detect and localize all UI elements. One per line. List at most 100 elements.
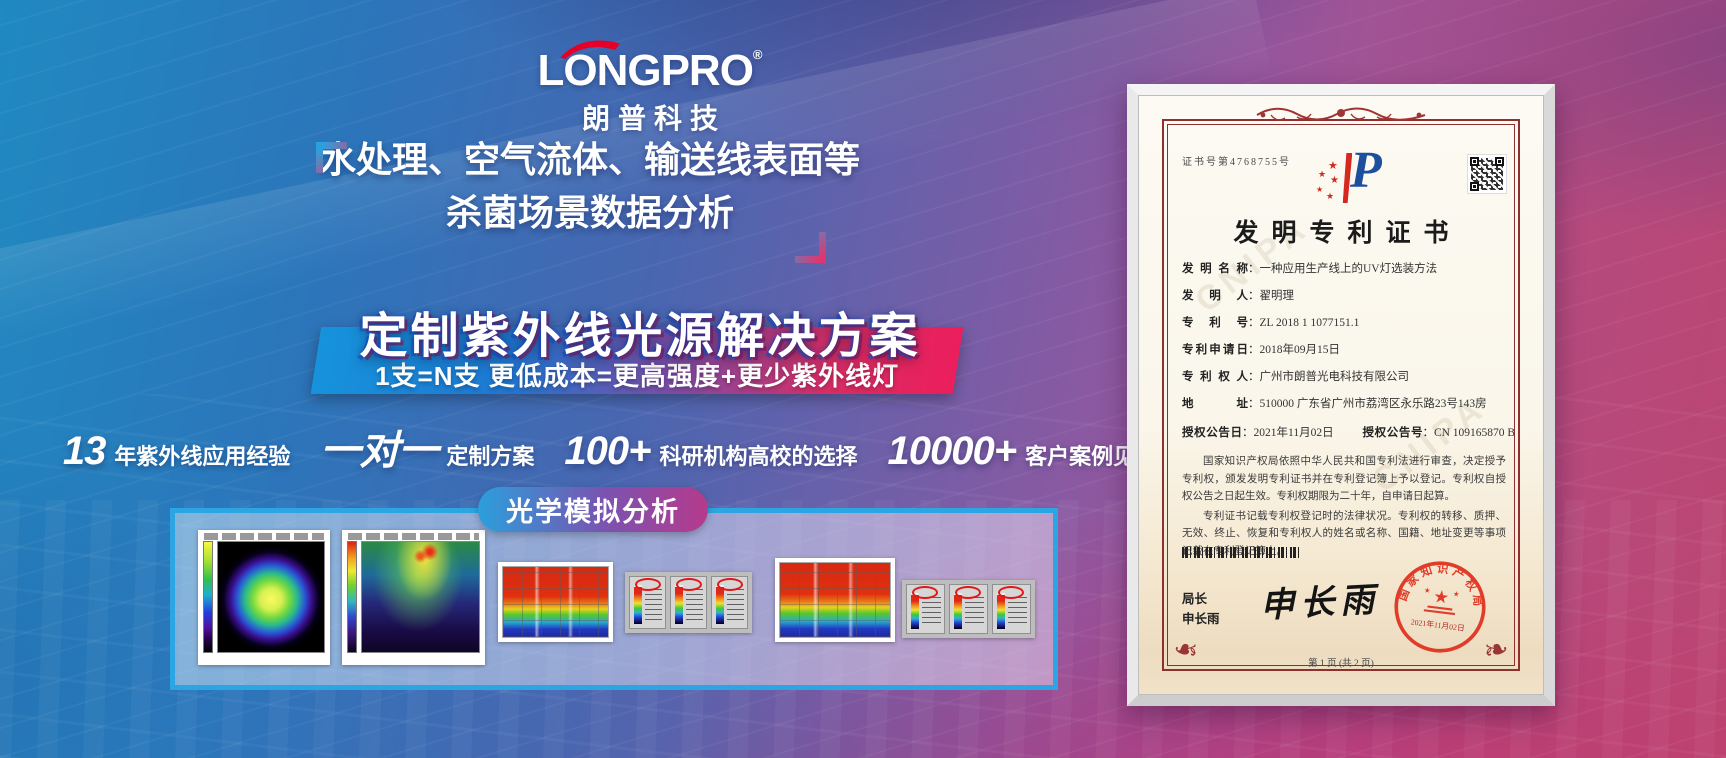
legend-colorbar	[711, 576, 748, 629]
annotation-ellipse-icon	[955, 586, 981, 599]
cert-field-row: 专利申请日：2018年09月15日	[1182, 342, 1506, 358]
registered-mark: ®	[752, 47, 763, 62]
field-separator: ：	[1248, 344, 1260, 356]
certificate-number: 证书号第4768755号	[1182, 157, 1291, 168]
director-signature: 申长雨	[1259, 579, 1382, 627]
cert-field-row: 发明人：翟明理	[1182, 288, 1506, 304]
optical-simulation-panel	[170, 508, 1058, 690]
field-label: 发明人	[1182, 290, 1248, 302]
stat-one-on-one: 一对一 定制方案	[320, 418, 534, 476]
field-value: ZL 2018 1 1077151.1	[1259, 317, 1360, 329]
star-icon: ★	[1330, 175, 1339, 186]
legend-colorbar	[906, 584, 945, 634]
stat-value: 10000+	[887, 429, 1018, 473]
heatmap-fill	[503, 567, 608, 637]
field-label: 专利权人	[1182, 371, 1248, 383]
field-separator: ：	[1248, 371, 1260, 383]
qr-code	[1468, 155, 1506, 193]
legend-colorbar	[670, 576, 707, 629]
star-icon: ★	[1328, 160, 1338, 172]
field-separator: ：	[1242, 427, 1254, 439]
cert-paragraph-1: 国家知识产权局依照中华人民共和国专利法进行审查，决定授予专利权，颁发发明专利证书…	[1182, 456, 1506, 502]
field-label: 专利申请日	[1182, 344, 1248, 356]
sim-irradiance-map-scatter	[342, 530, 485, 665]
corner-flourish-icon: ❧	[1480, 631, 1512, 669]
seal-star-icon: ★	[1432, 586, 1450, 608]
field-separator: ：	[1422, 427, 1434, 439]
heatmap-grid	[503, 567, 608, 637]
logo-swoosh-icon	[560, 40, 620, 59]
field-separator: ：	[1248, 398, 1260, 410]
stat-label: 科研机构高校的选择	[659, 444, 858, 469]
qr-finder	[1470, 182, 1479, 191]
field-value: 510000 广东省广州市荔湾区永乐路23号143房	[1259, 398, 1487, 410]
field-label: 地址	[1182, 398, 1248, 410]
certificate-title: 发明专利证书	[1233, 220, 1462, 247]
certificate-body: 发明名称：一种应用生产线上的UV灯选装方法 发明人：翟明理 专利号：ZL 201…	[1182, 261, 1515, 562]
legend-colorbar	[992, 584, 1031, 634]
qr-finder	[1495, 157, 1504, 166]
field-label: 授权公告号	[1362, 427, 1423, 439]
legend-values	[686, 589, 703, 622]
cert-field-row: 地址：510000 广东省广州市荔湾区永乐路23号143房	[1182, 396, 1506, 412]
optical-analysis-badge: 光学模拟分析	[478, 487, 708, 532]
sim-uv-dose-heatmap-1	[498, 562, 613, 642]
director-title: 局长	[1182, 592, 1208, 606]
annotation-ellipse-icon	[717, 578, 743, 591]
grant-row: 授权公告日：2021年11月02日 授权公告号：CN 109165870 B	[1182, 425, 1515, 441]
stat-value: 一对一	[320, 429, 438, 473]
heatmap-fill	[780, 563, 890, 637]
certificate-border-inner	[1167, 124, 1515, 666]
grant-date: 2021年11月02日	[1253, 427, 1334, 439]
barcode	[1182, 547, 1300, 558]
star-icon: ★	[1316, 185, 1324, 194]
cert-field-row: 专利号：ZL 2018 1 1077151.1	[1182, 315, 1506, 331]
legend-values	[645, 589, 662, 622]
annotation-ellipse-icon	[912, 586, 938, 599]
field-separator: ：	[1248, 290, 1260, 302]
sim-irradiance-map-round	[198, 530, 330, 665]
qr-finder	[1470, 157, 1479, 166]
stat-institutions: 100+ 科研机构高校的选择	[564, 429, 857, 474]
brand-subtitle: 朗普科技	[581, 103, 726, 134]
brand-name-text: LONGPRO	[537, 46, 753, 95]
field-label: 授权公告日	[1182, 427, 1242, 439]
headline-block: 水处理、空气流体、输送线表面等 杀菌场景数据分析	[290, 139, 890, 263]
star-icon: ★	[1326, 191, 1335, 201]
headline-line2: 杀菌场景数据分析	[445, 192, 734, 233]
director-name: 申长雨	[1182, 612, 1220, 626]
sim-uv-dose-heatmap-2	[775, 558, 895, 642]
patent-certificate: CNIPA CNIPA 证书号第4768755号 ★ ★ ★ ★ ★ P 发明专…	[1127, 84, 1555, 706]
border-ornament-icon	[1256, 107, 1426, 121]
stat-experience: 13 年紫外线应用经验	[63, 429, 291, 474]
brand-name: LONGPRO®	[535, 46, 765, 96]
star-icon: ★	[1318, 169, 1327, 179]
cert-field-row: 发明名称：一种应用生产线上的UV灯选装方法	[1182, 261, 1506, 277]
seal-star-icon: ★	[1424, 586, 1431, 595]
grant-number: CN 109165870 B	[1433, 427, 1516, 439]
solution-title: 定制紫外线光源解决方案	[359, 310, 921, 363]
beam-spot-plot	[217, 541, 325, 653]
legend-values	[965, 597, 984, 627]
certificate-border	[1162, 119, 1520, 671]
sim-colorbar-legend-group-1	[625, 572, 752, 633]
headline-line1: 水处理、空气流体、输送线表面等	[319, 139, 860, 180]
page-footer: 第 1 页 (共 2 页)	[1308, 659, 1374, 669]
quote-open-icon	[316, 142, 347, 173]
legend-values	[727, 589, 744, 622]
stat-cases: 10000+ 客户案例见证	[888, 429, 1158, 474]
stat-value: 100+	[564, 429, 651, 473]
corner-flourish-icon: ❧	[1170, 631, 1202, 669]
stats-row: 13 年紫外线应用经验 一对一 定制方案 100+ 科研机构高校的选择 1000…	[63, 418, 1157, 476]
colorbar	[347, 541, 357, 653]
legend-colorbar	[949, 584, 988, 634]
cert-field-row: 专利权人：广州市朗普光电科技有限公司	[1182, 369, 1506, 385]
field-separator: ：	[1248, 263, 1260, 275]
logo-p-letter: P	[1350, 142, 1382, 199]
annotation-ellipse-icon	[998, 586, 1024, 599]
scatter-heat-plot	[361, 541, 480, 653]
field-value: 一种应用生产线上的UV灯选装方法	[1259, 263, 1438, 275]
legend-values	[1008, 597, 1027, 627]
sim-micro-title	[348, 533, 479, 540]
